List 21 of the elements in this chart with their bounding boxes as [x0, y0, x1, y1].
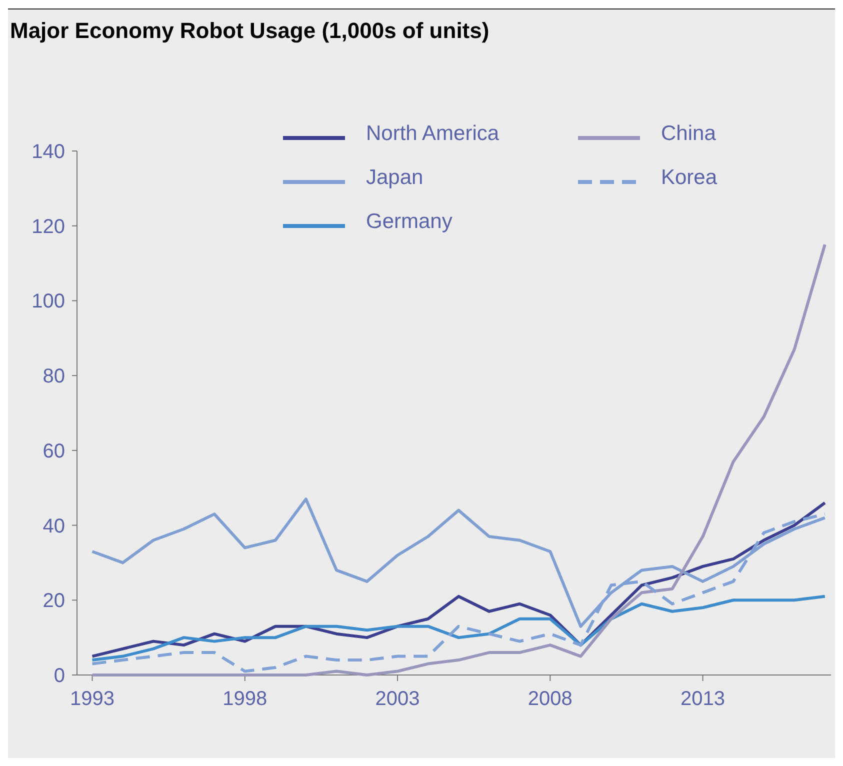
y-tick-label: 80: [42, 366, 65, 388]
x-tick-label: 2003: [375, 688, 420, 710]
x-tick-label: 2013: [680, 688, 726, 710]
line-series: [90, 594, 826, 662]
legend-label: Korea: [661, 166, 718, 190]
y-tick-label: 100: [32, 290, 65, 313]
legend-label: China: [661, 122, 716, 146]
y-tick-label: 40: [42, 515, 65, 538]
x-tick-label: 1993: [70, 688, 115, 710]
y-tick-label: 120: [32, 216, 65, 238]
legend-label: Germany: [366, 210, 453, 234]
y-tick-label: 60: [42, 440, 65, 462]
y-tick-label: 20: [42, 590, 65, 612]
y-tick-label: 140: [32, 141, 65, 163]
chart-title: Major Economy Robot Usage (1,000s of units): [10, 18, 490, 43]
x-tick-label: 1998: [222, 688, 268, 710]
y-tick-label: 0: [54, 665, 65, 687]
line-series: [90, 243, 826, 676]
x-tick-label: 2008: [528, 688, 572, 710]
legend-label: Japan: [366, 166, 424, 190]
legend-label: North America: [366, 122, 500, 146]
